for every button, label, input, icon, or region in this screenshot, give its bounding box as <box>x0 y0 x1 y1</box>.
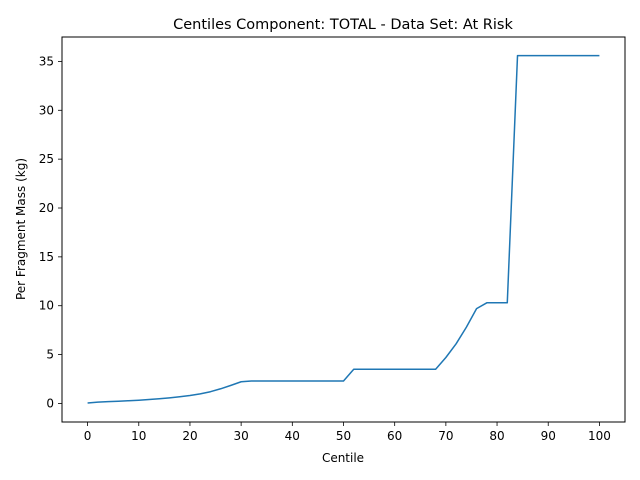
x-tick-label: 40 <box>285 429 300 443</box>
y-tick-label: 20 <box>39 201 54 215</box>
x-axis-label: Centile <box>322 451 364 465</box>
y-tick-label: 30 <box>39 103 54 117</box>
y-tick-label: 0 <box>46 396 54 410</box>
y-tick-label: 25 <box>39 152 54 166</box>
x-tick-label: 100 <box>588 429 611 443</box>
x-tick-label: 0 <box>84 429 92 443</box>
y-tick-label: 15 <box>39 250 54 264</box>
x-tick-label: 50 <box>336 429 351 443</box>
x-axis-ticks: 0 10 20 30 40 50 60 70 80 90 100 <box>84 422 611 443</box>
y-axis-label: Per Fragment Mass (kg) <box>14 158 28 300</box>
chart-title: Centiles Component: TOTAL - Data Set: At… <box>173 17 513 33</box>
y-tick-label: 35 <box>39 54 54 68</box>
x-tick-label: 30 <box>233 429 248 443</box>
series-line <box>87 54 600 404</box>
y-tick-label: 5 <box>46 348 54 362</box>
x-tick-label: 90 <box>541 429 556 443</box>
x-tick-label: 70 <box>438 429 453 443</box>
x-tick-label: 80 <box>489 429 504 443</box>
y-tick-label: 10 <box>39 299 54 313</box>
x-tick-label: 10 <box>131 429 146 443</box>
x-tick-label: 20 <box>182 429 197 443</box>
x-tick-label: 60 <box>387 429 402 443</box>
series-group <box>87 54 600 404</box>
y-axis-ticks: 0 5 10 15 20 25 30 35 <box>39 54 62 410</box>
